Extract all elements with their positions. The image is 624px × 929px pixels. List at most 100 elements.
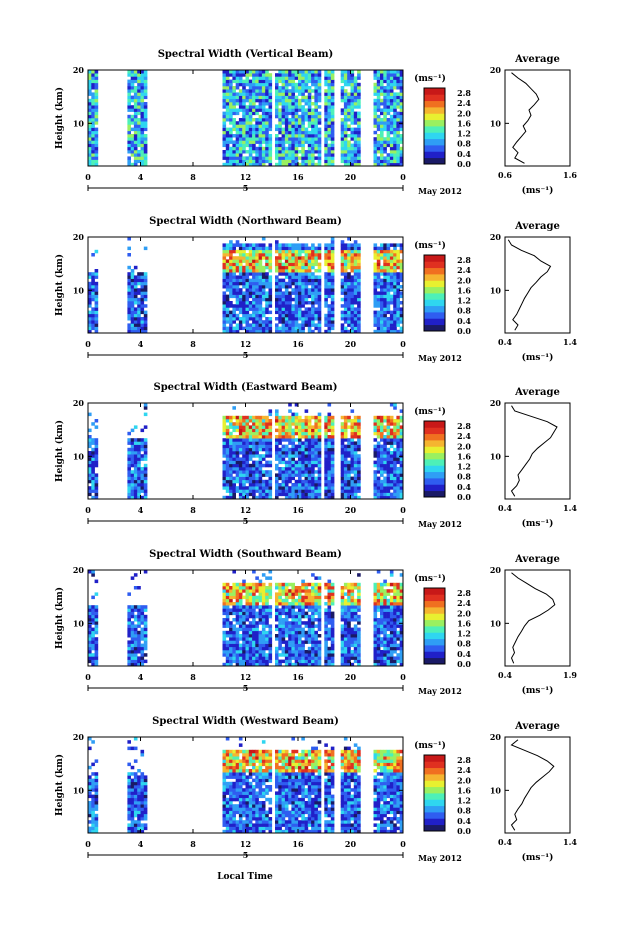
heatmap-cell <box>265 92 269 96</box>
heatmap-cell <box>88 317 92 321</box>
heatmap-cell <box>396 489 400 493</box>
heatmap-cell <box>393 431 397 436</box>
heatmap-cell <box>324 486 328 490</box>
heatmap-cell <box>252 435 256 439</box>
heatmap-cell <box>330 86 335 90</box>
heatmap-cell <box>380 428 384 433</box>
heatmap-cell <box>229 130 233 135</box>
heatmap-cell <box>291 140 295 144</box>
heatmap-cell <box>248 444 253 449</box>
heatmap-cell <box>229 137 233 141</box>
heatmap-cell <box>232 159 236 164</box>
heatmap-cell <box>330 262 335 267</box>
heatmap-cell <box>284 313 289 318</box>
heatmap-cell <box>261 294 266 299</box>
heatmap-cell <box>229 656 233 660</box>
heatmap-cell <box>393 304 397 308</box>
heatmap-cell <box>399 415 404 420</box>
heatmap-cell <box>130 640 135 644</box>
heatmap-cell <box>275 650 279 654</box>
heatmap-cell <box>235 643 240 648</box>
heatmap-cell <box>343 70 348 74</box>
heatmap-cell <box>376 92 381 96</box>
heatmap-cell <box>242 653 246 657</box>
heatmap-cell <box>278 114 282 119</box>
heatmap-cell <box>94 127 99 132</box>
heatmap-cell <box>242 304 246 308</box>
heatmap-cell <box>88 150 92 154</box>
heatmap-cell <box>357 291 361 295</box>
heatmap-cell <box>327 291 332 295</box>
heatmap-cell <box>399 294 404 299</box>
heatmap-cell <box>311 444 315 449</box>
heatmap-cell <box>399 463 404 468</box>
heatmap-cell <box>291 476 295 481</box>
heatmap-cell <box>91 281 95 286</box>
heatmap-cell <box>127 143 131 148</box>
heatmap-cell <box>298 454 302 458</box>
heatmap-cell <box>311 285 315 289</box>
heatmap-cell <box>232 246 236 251</box>
heatmap-cell <box>242 431 246 436</box>
heatmap-cell <box>396 124 400 128</box>
heatmap-cell <box>130 86 135 90</box>
heatmap-cell <box>88 281 92 286</box>
heatmap-cell <box>268 608 273 612</box>
heatmap-cell <box>275 92 279 96</box>
heatmap-cell <box>235 419 240 423</box>
colorbar-segment <box>424 452 445 460</box>
heatmap-cell <box>386 454 391 458</box>
heatmap-cell <box>238 662 243 667</box>
heatmap-cell <box>281 86 286 90</box>
heatmap-cell <box>357 275 361 279</box>
heatmap-cell <box>225 630 230 635</box>
heatmap-cell <box>91 310 95 315</box>
heatmap-cell <box>232 278 236 283</box>
heatmap-cell <box>258 492 263 497</box>
heatmap-cell <box>229 317 233 321</box>
heatmap-cell <box>248 137 253 141</box>
heatmap-cell <box>255 246 259 251</box>
heatmap-cell <box>399 447 404 452</box>
heatmap-cell <box>88 428 92 433</box>
heatmap-cell <box>304 320 309 324</box>
heatmap-cell <box>88 646 92 651</box>
heatmap-cell <box>327 143 332 148</box>
heatmap-cell <box>393 425 397 429</box>
heatmap-cell <box>88 479 92 484</box>
heatmap-cell <box>268 310 273 315</box>
heatmap-cell <box>133 114 138 119</box>
heatmap-cell <box>275 243 279 247</box>
heatmap-cell <box>389 82 394 87</box>
heatmap-cell <box>340 79 345 84</box>
heatmap-cell <box>91 656 95 660</box>
heatmap-cell <box>373 288 378 292</box>
heatmap-cell <box>389 320 394 324</box>
heatmap-cell <box>248 627 253 632</box>
heatmap-cell <box>238 659 243 664</box>
heatmap-cell <box>222 317 227 321</box>
heatmap-cell <box>343 262 348 267</box>
heatmap-cell <box>255 460 259 465</box>
heatmap-cell <box>350 143 355 148</box>
heatmap-cell <box>301 479 305 484</box>
heatmap-cell <box>298 285 302 289</box>
heatmap-cell <box>291 243 295 247</box>
heatmap-cell <box>88 634 92 638</box>
heatmap-cell <box>327 495 332 500</box>
heatmap-cell <box>229 294 233 299</box>
heatmap-cell <box>343 291 348 295</box>
heatmap-cell <box>291 82 295 87</box>
heatmap-cell <box>376 463 381 468</box>
heatmap-cell <box>396 150 400 154</box>
heatmap-cell <box>258 483 263 487</box>
heatmap-cell <box>143 438 148 442</box>
heatmap-cell <box>291 419 295 423</box>
heatmap-cell <box>255 79 259 84</box>
heatmap-cell <box>88 275 92 279</box>
heatmap-cell <box>383 243 387 247</box>
heatmap-cell <box>261 253 266 257</box>
heatmap-cell <box>278 259 282 263</box>
heatmap-cell <box>347 320 351 324</box>
heatmap-cell <box>301 265 305 270</box>
